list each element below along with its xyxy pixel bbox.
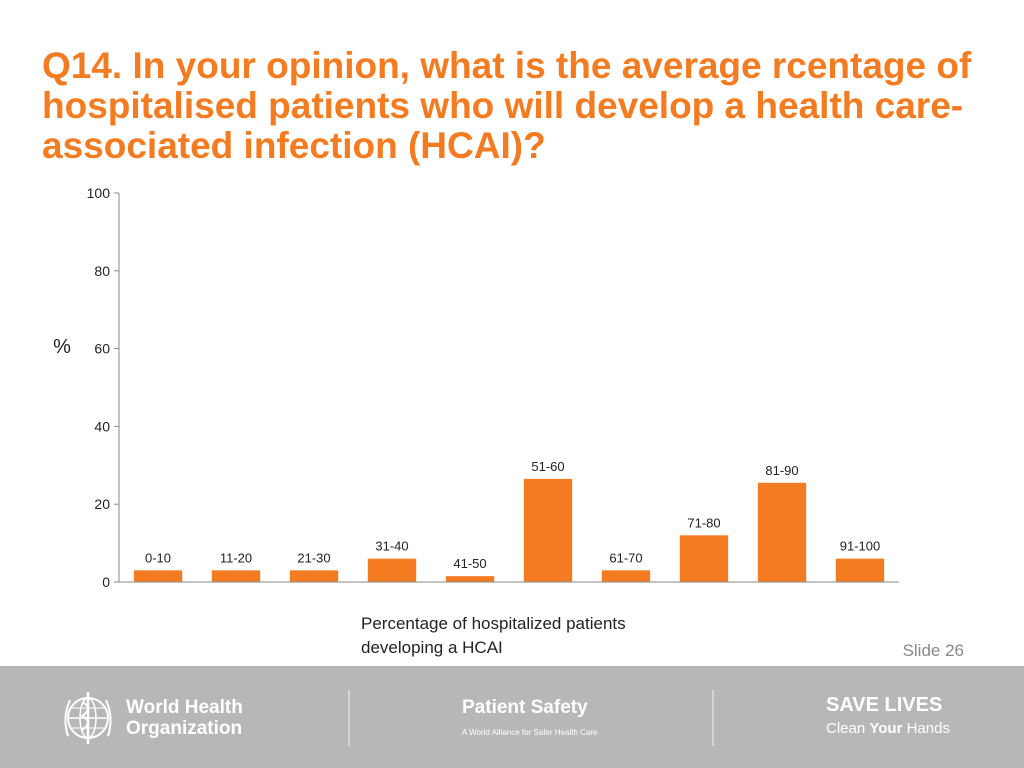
bar-chart: % 0 20 40 60 80 100 0-10 11-20 21-30 31-40 41-50 5… <box>53 185 899 590</box>
bar-91-100 <box>835 558 885 582</box>
y-axis: 0 20 40 60 80 100 <box>87 185 119 590</box>
bar-label-91-100: 91-100 <box>840 539 880 554</box>
bar-label-41-50: 41-50 <box>453 556 486 571</box>
y-axis-label: % <box>53 336 71 358</box>
who-logo-block: World Health Organization <box>58 688 243 748</box>
patient-safety-block: Patient Safety A World Alliance for Safe… <box>462 697 597 737</box>
y-tick-label: 40 <box>94 418 110 434</box>
bar-label-21-30: 21-30 <box>297 550 330 565</box>
bars: 0-10 11-20 21-30 31-40 41-50 51-60 61-70 71-80 8… <box>133 459 885 582</box>
slide-number: Slide 26 <box>902 641 964 660</box>
divider <box>348 690 350 746</box>
x-axis-label: Percentage of hospitalized patients deve… <box>361 614 626 657</box>
bar-71-80 <box>679 535 729 582</box>
bar-label-71-80: 71-80 <box>687 515 720 530</box>
y-tick-label: 100 <box>87 185 111 201</box>
bar-label-31-40: 31-40 <box>375 539 408 554</box>
bar-label-61-70: 61-70 <box>609 550 642 565</box>
y-tick-label: 80 <box>94 263 110 279</box>
bar-11-20 <box>211 570 261 582</box>
bar-41-50 <box>445 576 495 582</box>
bar-label-0-10: 0-10 <box>145 550 171 565</box>
y-tick-label: 60 <box>94 341 110 357</box>
divider <box>712 690 714 746</box>
y-tick-label: 0 <box>102 574 110 590</box>
save-lives-block: SAVE LIVES Clean Your Hands <box>826 694 950 737</box>
who-name: World Health Organization <box>126 697 243 739</box>
bar-label-51-60: 51-60 <box>531 459 564 474</box>
footer-bar: World Health Organization Patient Safety… <box>0 666 1024 768</box>
bar-51-60 <box>523 478 573 582</box>
who-emblem-icon <box>64 692 112 744</box>
clean-hands-slogan: Clean Your Hands <box>826 720 950 737</box>
bar-61-70 <box>601 570 651 582</box>
patient-safety-title: Patient Safety <box>462 697 588 718</box>
page-title: Q14. In your opinion, what is the averag… <box>42 45 972 166</box>
y-tick-label: 20 <box>94 496 110 512</box>
bar-label-11-20: 11-20 <box>220 550 252 565</box>
patient-safety-subtitle: A World Alliance for Safer Health Care <box>462 728 598 737</box>
bar-label-81-90: 81-90 <box>765 463 798 478</box>
bar-31-40 <box>367 558 417 582</box>
bar-21-30 <box>289 570 339 582</box>
bar-81-90 <box>757 482 807 582</box>
bar-0-10 <box>133 570 183 582</box>
save-lives-title: SAVE LIVES <box>826 694 943 716</box>
